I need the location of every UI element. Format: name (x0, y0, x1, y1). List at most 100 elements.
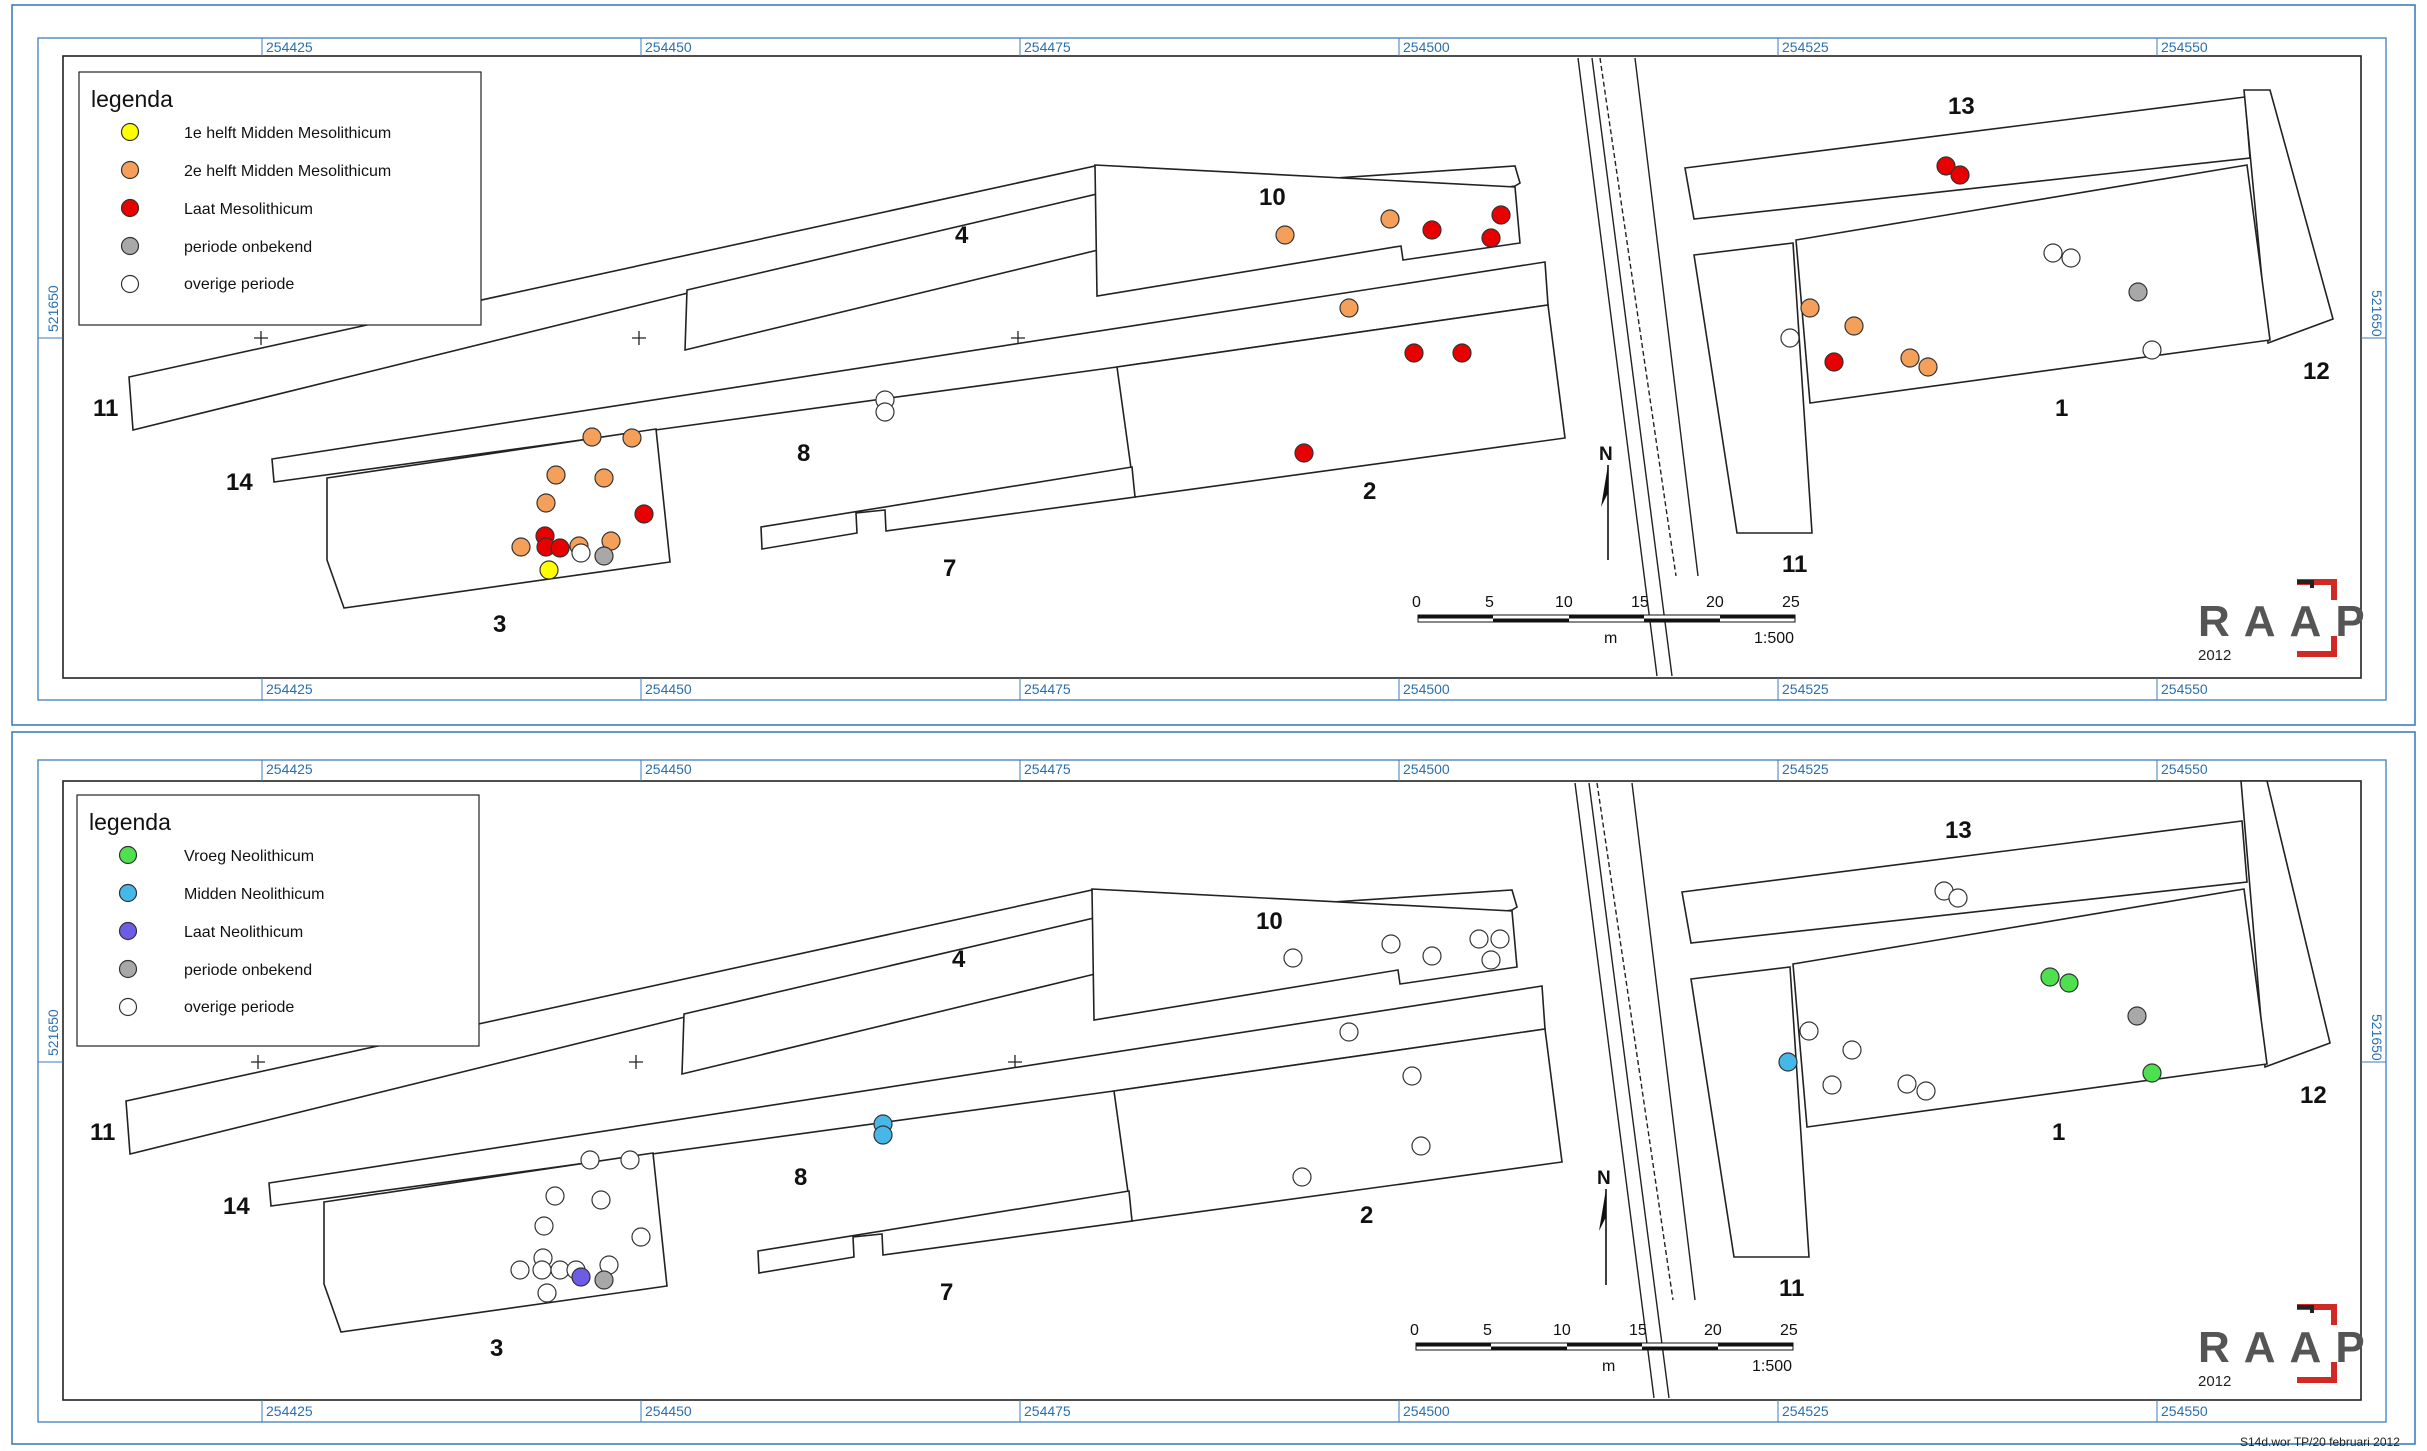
map-frame (62, 55, 2362, 679)
find-point (545, 1186, 565, 1206)
easting-label: 254500 (1403, 681, 1450, 697)
easting-label: 254500 (1403, 39, 1450, 55)
legend-symbol (118, 959, 138, 979)
trench-label-3: 3 (490, 1335, 503, 1362)
find-point (1422, 946, 1442, 966)
trench-label-1: 1 (2052, 1119, 2065, 1146)
trench-7 (757, 1190, 1133, 1274)
trench-label-7: 7 (943, 555, 956, 582)
trench-10 (1091, 888, 1518, 1021)
find-point (1283, 948, 1303, 968)
legend-box (76, 794, 480, 1047)
find-point (2142, 340, 2162, 360)
find-point (634, 504, 654, 524)
scale-tick: 0 (1410, 1322, 1419, 1339)
find-point (620, 1150, 640, 1170)
find-point (546, 465, 566, 485)
find-point (550, 538, 570, 558)
easting-label: 254475 (1024, 39, 1071, 55)
easting-ticks-top: 254425 254450 254475 254500 254525 25455… (261, 38, 2208, 56)
find-point (2142, 1063, 2162, 1083)
find-point (622, 428, 642, 448)
logo-bracket-bottom (2297, 1362, 2337, 1383)
find-point (571, 543, 591, 563)
scale-tick: 5 (1483, 1322, 1492, 1339)
find-point (536, 493, 556, 513)
easting-label: 254475 (1024, 1403, 1071, 1419)
find-point (537, 1283, 557, 1303)
find-point (1897, 1074, 1917, 1094)
scale-tick: 15 (1629, 1322, 1647, 1339)
find-point (1780, 328, 1800, 348)
find-point (594, 468, 614, 488)
easting-label: 254450 (645, 681, 692, 697)
find-point (594, 1270, 614, 1290)
coordinate-frame (37, 759, 2387, 1423)
find-point (582, 427, 602, 447)
trench-13 (1681, 820, 2248, 944)
legend-item-label: Laat Neolithicum (184, 924, 303, 941)
scale-tick: 25 (1780, 1322, 1798, 1339)
easting-label: 254550 (2161, 39, 2208, 55)
scale-tick: 15 (1631, 594, 1649, 611)
find-point (594, 546, 614, 566)
trench-label-8: 8 (797, 440, 810, 467)
easting-ticks-bottom: 254425 254450 254475 254500 254525 25455… (261, 678, 2208, 700)
north-arrow-icon (1601, 465, 1608, 507)
map-panel-neolithicum: 254425 254450 254475 254500 254525 25455… (11, 731, 2416, 1445)
find-point (1292, 1167, 1312, 1187)
easting-label: 254525 (1782, 681, 1829, 697)
easting-ticks-top: 254425 254450 254475 254500 254525 25455… (261, 760, 2208, 781)
legend-item-label: 2e helft Midden Mesolithicum (184, 163, 391, 180)
find-point (875, 402, 895, 422)
trench-7 (760, 466, 1136, 550)
find-point (1404, 343, 1424, 363)
trench-label-13: 13 (1945, 817, 1972, 844)
find-points (511, 156, 2162, 580)
legend-symbol (120, 160, 140, 180)
find-point (1422, 220, 1442, 240)
legend-item-label: Vroeg Neolithicum (184, 848, 314, 865)
trench-label-11: 11 (1782, 551, 1807, 578)
trench-label-11: 11 (1779, 1275, 1804, 1302)
find-point (1380, 209, 1400, 229)
find-point (1452, 343, 1472, 363)
find-point (1469, 929, 1489, 949)
coordinate-frame (37, 37, 2387, 701)
scale-tick: 10 (1555, 594, 1573, 611)
trench-label-9: 11 (93, 395, 118, 422)
scale-tick: 25 (1782, 594, 1800, 611)
easting-label: 254425 (266, 761, 313, 777)
easting-label: 254450 (645, 761, 692, 777)
trench-label-12: 12 (2300, 1082, 2327, 1109)
easting-label: 254525 (1782, 39, 1829, 55)
easting-label: 254550 (2161, 1403, 2208, 1419)
easting-label: 254450 (645, 39, 692, 55)
trench-label-3: 3 (493, 611, 506, 638)
easting-ticks-bottom: 254425 254450 254475 254500 254525 25455… (261, 1400, 2208, 1422)
scale-unit: m (1602, 1358, 1615, 1375)
raap-logo: RAAP 2012 (2198, 579, 2365, 664)
find-point (510, 1260, 530, 1280)
find-point (1936, 156, 1956, 176)
easting-label: 254500 (1403, 761, 1450, 777)
logo-bracket-bottom (2297, 636, 2337, 657)
easting-label: 254525 (1782, 1403, 1829, 1419)
trench-label-10: 10 (1256, 908, 1283, 935)
road (1574, 782, 1696, 1399)
trench-label-4: 4 (955, 222, 969, 249)
find-point (2127, 1006, 2147, 1026)
find-point (1275, 225, 1295, 245)
legend-item-label: periode onbekend (184, 239, 312, 256)
find-point (1481, 950, 1501, 970)
find-point (1800, 298, 1820, 318)
find-point (1481, 228, 1501, 248)
scale-ratio: 1:500 (1754, 630, 1794, 647)
scale-bar: 0 5 10 15 20 25 m 1:500 (1410, 1322, 1798, 1375)
northing-label-right: 521650 (2369, 290, 2385, 337)
footer-text: S14d.wor TP/20 februari 2012 (2240, 1435, 2400, 1449)
find-point (550, 1260, 570, 1280)
find-point (873, 1125, 893, 1145)
find-point (1339, 1022, 1359, 1042)
legend-symbol (120, 236, 140, 256)
